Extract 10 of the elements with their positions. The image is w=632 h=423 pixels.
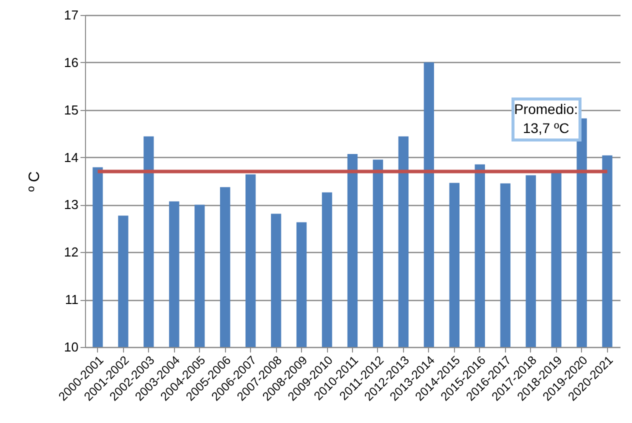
y-tick-label: 16 [64, 54, 78, 70]
y-tick-label: 15 [64, 102, 78, 118]
y-axis-title: º C [26, 171, 44, 192]
y-tick-label: 17 [64, 8, 78, 22]
y-tick-label: 10 [64, 340, 78, 354]
y-tick-label: 13 [64, 197, 78, 212]
y-tick-label: 14 [64, 150, 78, 165]
y-tick-label: 11 [65, 292, 78, 308]
ref-line-label: Promedio: 13,7 ºC [514, 101, 578, 136]
y-tick-label: 12 [64, 244, 78, 260]
